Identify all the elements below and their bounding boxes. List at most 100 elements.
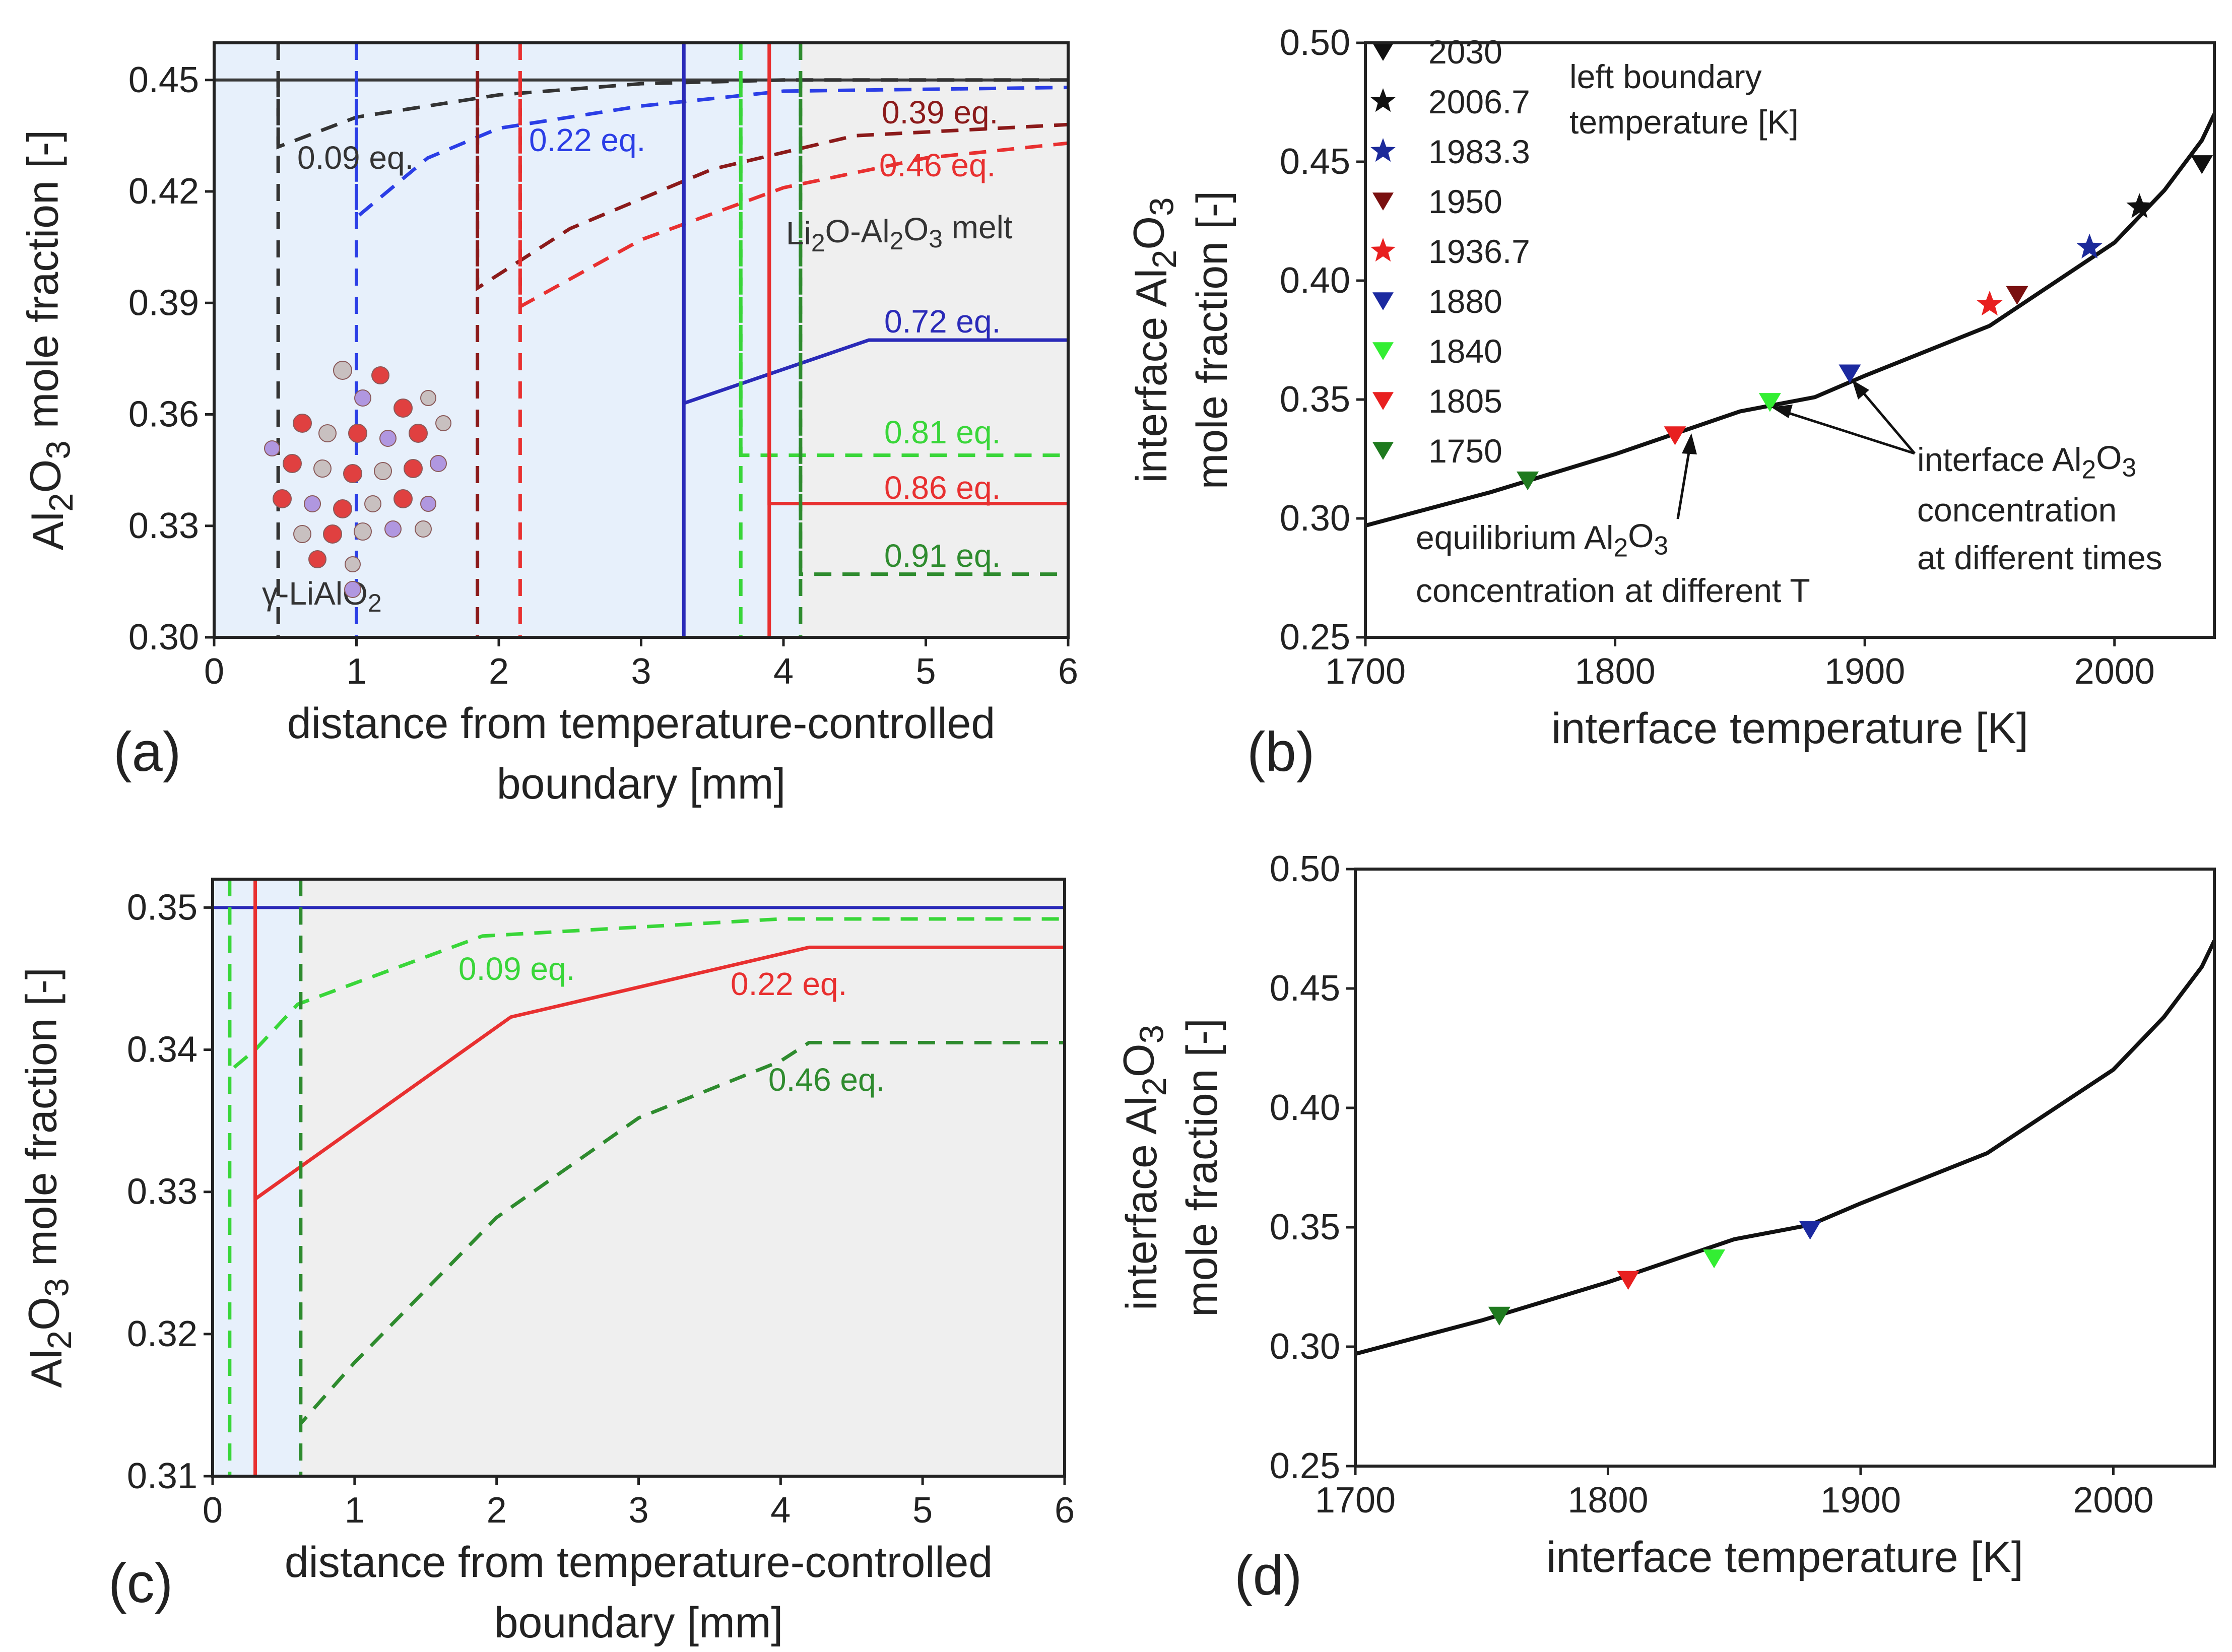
y-tick-label: 0.31 — [127, 1456, 198, 1496]
atom — [379, 430, 397, 447]
annotation-arrow — [1781, 409, 1915, 455]
x-tick-label: 1800 — [1567, 1480, 1648, 1521]
x-tick-label: 4 — [773, 651, 794, 692]
series-label: 0.22 eq. — [731, 966, 847, 1002]
y-tick-label: 0.45 — [1270, 968, 1340, 1009]
legend-marker — [1372, 442, 1394, 460]
y-tick-label: 0.35 — [127, 887, 198, 928]
atom — [409, 424, 428, 443]
annotation-arrow — [1676, 443, 1692, 519]
panel-c: 0 1 2 3 4 5 6 0.31 0.32 0.33 0.34 0.35 distance from… — [17, 878, 1075, 1647]
x-tick-label: 3 — [631, 651, 651, 692]
atom — [323, 524, 342, 544]
data-point — [2006, 286, 2028, 305]
x-tick-label: 6 — [1058, 651, 1078, 692]
y-tick-label: 0.50 — [1270, 849, 1340, 889]
data-point — [1664, 426, 1686, 445]
series-label: 0.09 eq. — [297, 140, 414, 176]
atom — [308, 550, 326, 568]
atom — [364, 495, 381, 512]
y-axis-label: mole fraction [-] — [1178, 1018, 1226, 1317]
annotation-text: equilibrium Al2O3 — [1416, 517, 1668, 562]
atom — [348, 424, 367, 443]
y-tick-label: 0.42 — [128, 171, 199, 212]
atom — [420, 390, 436, 406]
series-label: 0.39 eq. — [882, 94, 998, 130]
y-tick-label: 0.40 — [1280, 260, 1350, 301]
series-line — [355, 80, 1069, 222]
plot-frame — [213, 41, 1070, 639]
legend-marker — [1370, 238, 1396, 262]
x-axis-label: boundary [mm] — [494, 1599, 783, 1647]
atom — [293, 525, 311, 543]
legend-label: 1750 — [1428, 432, 1502, 470]
arrowhead — [1771, 405, 1793, 418]
legend-marker — [1372, 192, 1394, 211]
legend-marker — [1372, 342, 1394, 360]
series-label: 0.46 eq. — [768, 1062, 885, 1098]
panel-label: (a) — [113, 721, 181, 783]
atom — [393, 489, 413, 508]
x-axis-label: distance from temperature-controlled — [287, 699, 995, 748]
series-label: 0.91 eq. — [884, 538, 1001, 574]
crystal-structure-illustration — [264, 361, 451, 598]
data-point — [2126, 193, 2153, 218]
series-label: 0.09 eq. — [458, 951, 575, 987]
atom — [354, 522, 372, 541]
legend-label: 1950 — [1428, 183, 1502, 220]
y-tick-label: 0.45 — [1280, 142, 1350, 182]
y-axis-label: Al2O3 mole fraction [-] — [19, 130, 80, 551]
melt-region-label: Li2O-Al2O3 melt — [786, 209, 1013, 257]
y-tick-label: 0.25 — [1280, 617, 1350, 657]
legend-marker — [1372, 292, 1394, 310]
solid-region-label: γ-LiAlO2 — [262, 575, 382, 617]
series-line — [276, 78, 1068, 150]
legend-title: left boundary — [1569, 58, 1762, 95]
y-tick-label: 0.50 — [1280, 23, 1350, 63]
legend-label: 1880 — [1428, 283, 1502, 320]
panel-label: (c) — [108, 1552, 173, 1614]
annotation-text: concentration — [1917, 491, 2117, 528]
legend-title: temperature [K] — [1569, 103, 1799, 141]
atom — [393, 399, 413, 418]
y-tick-label: 0.36 — [128, 394, 199, 435]
legend-label: 1936.7 — [1428, 233, 1530, 270]
y-tick-label: 0.33 — [127, 1172, 198, 1212]
panel-label: (d) — [1234, 1545, 1302, 1607]
legend-marker — [1370, 88, 1396, 112]
atom — [333, 499, 352, 518]
y-tick-label: 0.30 — [1270, 1327, 1340, 1367]
plot-frame — [211, 878, 1066, 1478]
atom — [283, 454, 302, 473]
x-tick-label: 1800 — [1575, 651, 1656, 692]
arrowhead — [1852, 380, 1869, 400]
plot-background — [213, 879, 1065, 1476]
data-point — [1758, 393, 1781, 412]
x-tick-label: 5 — [912, 1490, 933, 1531]
data-point — [1488, 1306, 1511, 1326]
legend-marker — [1372, 43, 1394, 61]
series-label: 0.72 eq. — [884, 303, 1001, 340]
y-tick-label: 0.30 — [128, 617, 199, 657]
y-tick-label: 0.33 — [128, 506, 199, 546]
atom — [420, 496, 436, 512]
y-axis-label: mole fraction [-] — [1188, 191, 1236, 490]
x-tick-label: 1700 — [1325, 651, 1406, 692]
x-tick-label: 0 — [204, 651, 224, 692]
x-tick-label: 0 — [203, 1490, 223, 1531]
series-label: 0.86 eq. — [884, 470, 1001, 506]
legend-label: 1840 — [1428, 333, 1502, 370]
data-point — [1617, 1271, 1639, 1290]
atom — [333, 361, 352, 380]
atom — [318, 424, 337, 442]
y-tick-label: 0.35 — [1270, 1207, 1340, 1247]
x-tick-label: 1 — [346, 651, 366, 692]
x-tick-label: 4 — [770, 1490, 791, 1531]
annotation-text: interface Al2O3 — [1917, 439, 2136, 484]
solid-region-shade — [214, 43, 801, 637]
atom — [343, 464, 362, 483]
atom — [404, 459, 423, 478]
atom — [435, 415, 451, 431]
x-axis-label: boundary [mm] — [497, 760, 786, 808]
